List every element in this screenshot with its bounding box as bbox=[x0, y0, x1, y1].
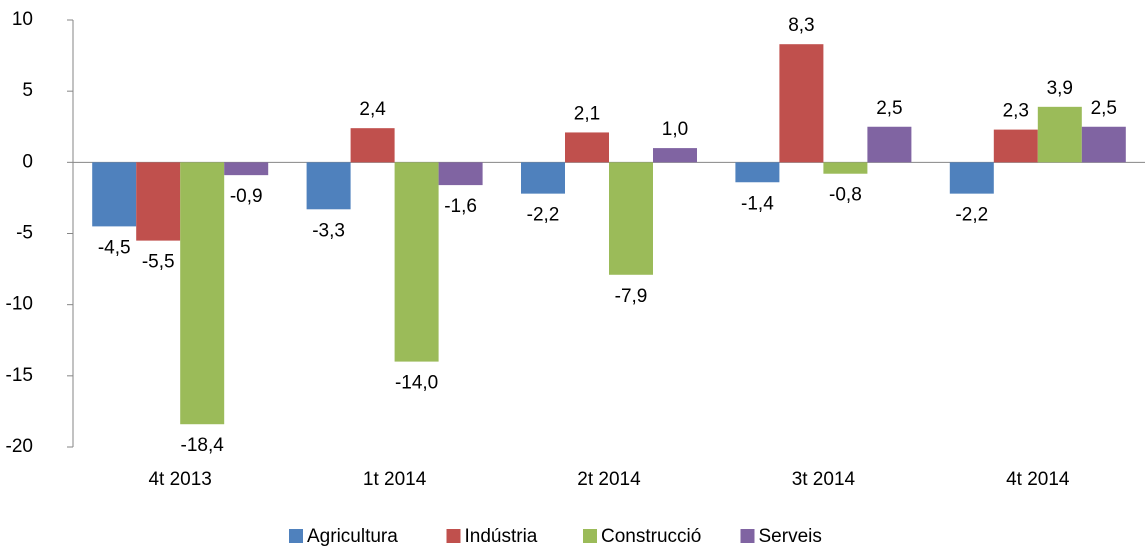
data-label: -0,8 bbox=[829, 185, 862, 206]
bar bbox=[1037, 106, 1082, 163]
y-tick-label: 0 bbox=[22, 151, 33, 172]
data-label: 2,5 bbox=[876, 98, 902, 119]
data-label: 2,1 bbox=[574, 103, 600, 124]
bar bbox=[136, 162, 181, 241]
x-tick-label: 1t 2014 bbox=[363, 469, 427, 490]
y-tick-label: 5 bbox=[22, 80, 33, 101]
data-label: -7,9 bbox=[615, 286, 648, 307]
bar bbox=[867, 126, 912, 163]
bar bbox=[609, 162, 653, 275]
bar bbox=[350, 128, 395, 163]
bar bbox=[224, 162, 269, 176]
y-tick-label: -20 bbox=[6, 436, 33, 457]
data-label: -2,2 bbox=[955, 205, 988, 226]
y-tick-label: -5 bbox=[16, 223, 33, 244]
x-tick-label: 3t 2014 bbox=[792, 469, 856, 490]
legend-label: Serveis bbox=[759, 526, 822, 547]
legend-swatch bbox=[583, 529, 597, 543]
data-label: 3,9 bbox=[1047, 78, 1073, 99]
y-tick-label: 10 bbox=[12, 9, 33, 30]
y-tick-label: -15 bbox=[6, 365, 33, 386]
legend-swatch bbox=[446, 529, 461, 543]
x-tick-label: 4t 2013 bbox=[148, 469, 211, 490]
data-label: -3,3 bbox=[312, 220, 345, 241]
bar bbox=[993, 129, 1038, 163]
bar bbox=[565, 132, 609, 163]
bar bbox=[735, 162, 780, 183]
x-tick-label: 4t 2014 bbox=[1006, 469, 1070, 490]
data-label: 2,4 bbox=[359, 99, 386, 120]
bar bbox=[180, 162, 225, 425]
bar bbox=[306, 162, 351, 210]
legend-label: Construcció bbox=[601, 526, 701, 547]
data-label: -14,0 bbox=[395, 373, 438, 394]
bar bbox=[92, 162, 137, 227]
data-label: 2,5 bbox=[1091, 98, 1117, 119]
bar bbox=[653, 148, 697, 163]
bar bbox=[823, 162, 868, 174]
x-tick-label: 2t 2014 bbox=[577, 469, 641, 490]
bar bbox=[779, 44, 824, 163]
data-label: -4,5 bbox=[98, 237, 131, 258]
bar bbox=[949, 162, 994, 194]
legend-swatch bbox=[289, 529, 303, 543]
legend-swatch bbox=[740, 529, 755, 543]
data-label: -2,2 bbox=[527, 205, 560, 226]
bar bbox=[1081, 126, 1126, 163]
data-label: -18,4 bbox=[181, 435, 225, 456]
data-label: 8,3 bbox=[788, 15, 814, 36]
data-label: -5,5 bbox=[142, 252, 175, 273]
bar bbox=[394, 162, 439, 362]
data-label: -1,4 bbox=[741, 193, 774, 214]
legend-label: Agricultura bbox=[307, 526, 398, 547]
bar bbox=[438, 162, 483, 186]
data-label: -0,9 bbox=[230, 186, 263, 207]
data-label: 1,0 bbox=[662, 119, 688, 140]
data-label: -1,6 bbox=[444, 196, 477, 217]
y-tick-label: -10 bbox=[6, 294, 33, 315]
legend-label: Indústria bbox=[465, 526, 538, 547]
data-label: 2,3 bbox=[1003, 101, 1029, 122]
bar bbox=[521, 162, 565, 194]
